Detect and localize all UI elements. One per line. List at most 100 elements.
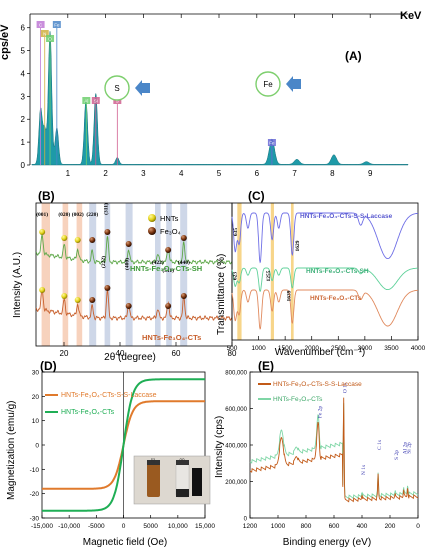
vsm-legend: HNTs-Fe₃O₄-CTs-S-S-Laccase HNTs-Fe₃O₄-CT… (45, 392, 157, 416)
vsm-y-tick-label: 10 (32, 418, 40, 425)
xps-x-tick-label: 1000 (271, 523, 286, 530)
ftir-band-label: 635 (233, 228, 239, 237)
xrd-peak-label: (511) (162, 267, 174, 274)
ftir-panel-label: (C) (248, 189, 265, 203)
eds-marker-label: Al (84, 99, 88, 104)
xrd-peak-label: (311) (102, 203, 109, 215)
xrd-band (125, 203, 133, 346)
ftir-x-tick-label: 500 (227, 345, 238, 352)
xps-ylabel: Intensity (cps) (214, 416, 225, 478)
xrd-band (166, 203, 172, 346)
eds-panel-label: (A) (345, 49, 362, 63)
eds-marker-box (40, 30, 49, 37)
eds-marker-label: Fe (54, 23, 60, 28)
eds-y-tick-label: 0 (21, 161, 26, 170)
inset-label-i: (i) (151, 458, 156, 464)
xps-y-tick-label: 200,000 (225, 480, 247, 486)
ftir-x-tick-label: 2000 (304, 345, 319, 352)
xrd-peak-label: (020) (58, 211, 70, 218)
ftir-band-label: 1639 (287, 290, 293, 301)
vsm-x-tick-label: -10,000 (58, 523, 80, 530)
vsm-x-tick-label: 15,000 (195, 523, 215, 530)
vsm-y-tick-label: 0 (35, 443, 39, 450)
eds-y-tick-label: 3 (21, 92, 26, 101)
vsm-panel-label: (D) (40, 359, 57, 373)
eds-marker-box (267, 139, 276, 146)
ftir-x-tick-label: 2500 (331, 345, 346, 352)
vsm-x-tick-label: 0 (122, 523, 126, 530)
ftir-plot: 500 1000 1500 2000 2500 3000 3500 4000 635 623 125… (227, 202, 426, 352)
xrd-peak-label: (222) (100, 256, 107, 268)
vsm-ylabel: Magnetization (emu/g) (6, 401, 17, 501)
xps-peak-label: O 1s (343, 383, 349, 393)
hnts-ball-icon (61, 235, 68, 241)
ftir-band (270, 203, 274, 340)
eds-marker-box (46, 35, 55, 42)
eds-marker-label: N (43, 32, 46, 37)
eds-marker-label: Si (94, 99, 98, 104)
eds-xlabel: KeV (400, 10, 422, 22)
eds-marker-label: O (48, 37, 52, 42)
xrd-peak-label: (440) (178, 259, 190, 266)
panel-d: -15,000 -10,000 -5000 0 5000 10,000 15,000 -30 -… (6, 359, 215, 548)
vsm-y-tick-label: -30 (30, 516, 40, 523)
xrd-band (155, 203, 161, 346)
eds-x-tick-label: 7 (292, 169, 297, 178)
ftir-x-tick-label: 1000 (251, 345, 266, 352)
vsm-x-tick-label: -15,000 (31, 523, 53, 530)
eds-plot: 1 2 3 4 5 6 7 8 9 0 1 2 3 4 5 6 CNO Fe Al Si S Fe (21, 13, 409, 178)
xps-line-cts (249, 403, 419, 500)
fe3o4-ball-icon (89, 297, 96, 303)
eds-x-tick-label: 3 (141, 169, 146, 178)
xrd-series-sh-label: HNTs-Fe₃O₄-CTs-SH (130, 264, 202, 273)
fe3o4-ball-icon (125, 241, 132, 247)
xrd-band (180, 203, 188, 346)
xrd-x-tick-label: 20 (60, 349, 69, 358)
vsm-y-tick-label: -10 (30, 467, 40, 474)
ftir-band-label: 1629 (295, 240, 301, 251)
xrd-peak-label: (002) (72, 211, 84, 218)
fe3o4-ball-icon (104, 229, 111, 235)
xps-x-tick-label: 1200 (243, 523, 258, 530)
xps-peak-label: C 1s (377, 440, 383, 450)
xrd-panel-label: (B) (38, 189, 55, 203)
xps-legend: HNTs-Fe₃O₄-CTs-S-S-Laccase HNTs-Fe₃O₄-CT… (258, 381, 362, 403)
eds-marker-box (52, 21, 61, 28)
xps-y-tick-label: 0 (244, 517, 248, 523)
eds-y-tick-label: 4 (21, 69, 26, 78)
xrd-line-cts (35, 288, 233, 321)
eds-x-tick-label: 1 (66, 169, 71, 178)
fe3o4-ball-icon (165, 303, 172, 309)
xps-peak-label: N 1s (361, 465, 367, 475)
xps-panel-label: (E) (258, 359, 274, 373)
fe3o4-ball-icon (89, 237, 96, 243)
inset-label-ii: (ii) (179, 458, 185, 464)
xps-peak-label: Si 2p (407, 442, 413, 454)
xps-peak-label: Fe 2p (317, 406, 323, 419)
fe-arrow-icon (286, 76, 301, 92)
xps-x-tick-label: 0 (416, 523, 420, 530)
fe3o4-ball-icon (165, 247, 172, 253)
fe-callout-label: Fe (263, 80, 273, 89)
panel-b: 20 40 60 80 (001) (020) (002) (220) (311) (222) (4… (12, 189, 237, 363)
vsm-y-tick-label: -20 (30, 491, 40, 498)
xrd-plot: 20 40 60 80 (001) (020) (002) (220) (311) (222) (4… (35, 202, 237, 358)
ftir-x-tick-label: 1500 (278, 345, 293, 352)
fe3o4-ball-icon (104, 285, 111, 291)
xps-y-tick-label: 400,000 (225, 444, 247, 450)
xrd-x-tick-label: 60 (172, 349, 181, 358)
vsm-line-1 (42, 378, 205, 512)
ftir-series-cts-label: HNTs-Fe₃O₄-CTs (310, 295, 362, 302)
eds-x-tick-label: 6 (255, 169, 260, 178)
xrd-xlabel: 2θ (degree) (104, 352, 156, 363)
legend-hnts: HNTs (160, 214, 179, 223)
xrd-band (76, 203, 83, 346)
xps-line-laccase (249, 397, 419, 503)
xrd-peak-label: (220) (86, 211, 98, 218)
xps-peak-label: S 2p (394, 450, 400, 460)
eds-marker-label: Fe (269, 141, 275, 146)
eds-y-tick-label: 6 (21, 24, 26, 33)
vsm-inset-photo: (i) (ii) (133, 455, 211, 505)
